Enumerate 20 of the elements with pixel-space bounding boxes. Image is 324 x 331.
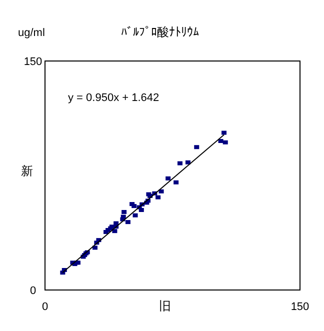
chart-title: ﾊﾞﾙﾌﾟﾛ酸ﾅﾄﾘｳﾑ xyxy=(121,25,199,39)
point xyxy=(156,195,161,200)
point xyxy=(218,138,224,143)
point xyxy=(185,160,190,164)
point xyxy=(194,145,200,150)
point xyxy=(125,220,130,224)
y-axis-title: 新 xyxy=(21,164,33,178)
x-axis-title: 旧 xyxy=(159,299,171,313)
text: ug/ml xyxy=(18,27,45,39)
annotation: y = 0.950x + 1.642 xyxy=(68,92,160,104)
point xyxy=(222,140,228,144)
point xyxy=(177,161,182,166)
point xyxy=(166,176,171,180)
point xyxy=(158,189,164,194)
point xyxy=(120,214,126,219)
point xyxy=(122,210,127,214)
point xyxy=(132,213,138,218)
point xyxy=(222,130,227,135)
point xyxy=(174,180,179,184)
point xyxy=(138,208,144,212)
